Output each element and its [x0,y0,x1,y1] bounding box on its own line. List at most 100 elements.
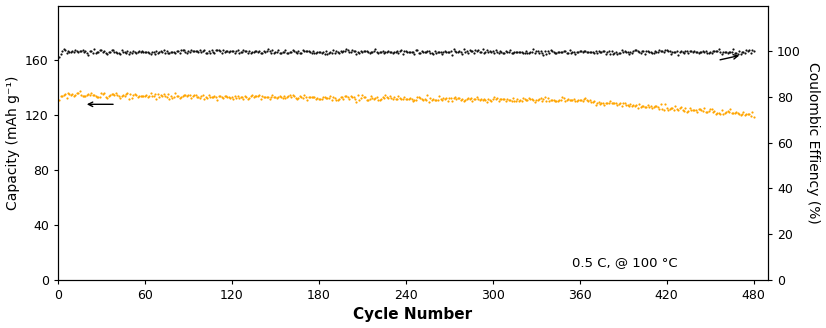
Point [699,109,712,114]
Point [451,50,464,55]
Point [224,49,237,54]
Point [399,96,412,102]
Point [212,47,225,52]
Point [199,94,212,100]
Point [681,110,694,115]
Point [714,50,727,55]
Point [733,112,746,117]
Point [122,51,135,56]
Point [209,47,222,52]
Point [243,49,256,54]
Point [382,49,395,54]
Point [182,48,195,53]
Point [499,48,512,53]
Point [292,48,305,53]
Point [643,104,656,110]
Point [324,49,337,54]
Point [368,49,381,54]
Point [328,51,341,56]
Point [124,49,137,54]
Point [660,106,673,111]
Point [293,93,306,98]
Point [360,48,373,53]
Point [416,50,430,55]
Point [126,49,140,54]
Point [653,47,666,52]
Point [677,51,691,56]
Point [508,98,521,103]
Point [553,97,566,102]
Point [403,95,416,101]
Point [715,51,729,57]
Point [621,50,634,55]
Point [341,94,354,100]
Point [696,48,710,53]
Point [285,50,298,55]
Point [431,98,444,103]
Point [551,98,564,104]
Point [178,93,191,98]
Point [648,103,662,109]
Point [673,105,686,110]
Point [101,51,114,57]
Point [237,47,250,52]
Point [232,50,245,55]
Point [412,95,425,100]
Point [240,49,253,54]
Point [729,109,743,114]
Point [576,98,589,104]
Point [396,51,410,57]
Point [283,92,297,98]
Point [379,92,392,98]
Point [424,95,437,100]
Point [640,105,653,110]
Point [222,49,235,54]
Point [393,48,406,53]
Point [616,100,629,105]
Point [202,48,216,53]
Point [137,50,150,55]
Point [326,94,339,100]
Point [714,111,727,116]
Point [445,52,458,57]
Point [349,48,362,53]
Point [276,95,289,100]
Point [622,103,635,108]
Point [698,105,711,111]
Point [498,96,511,101]
Point [74,92,88,97]
Point [69,48,82,53]
Point [186,93,199,99]
Point [291,96,304,101]
Point [477,50,491,55]
Point [439,49,453,54]
Point [704,107,717,112]
Point [483,49,496,54]
Point [356,49,369,54]
Point [70,48,83,53]
Point [451,95,464,100]
Point [447,47,460,52]
Point [244,93,257,98]
Point [472,97,485,102]
Point [67,93,80,99]
Point [147,50,160,55]
Point [320,95,333,101]
Point [602,100,615,105]
Point [78,93,91,98]
Point [706,48,719,53]
Point [159,51,172,56]
Point [675,49,688,54]
Point [577,97,591,102]
Point [205,47,218,52]
Point [421,48,434,53]
Point [539,98,553,103]
Point [124,92,137,97]
Point [460,48,473,53]
Point [339,93,353,98]
Point [737,50,750,55]
Point [138,50,151,55]
Point [55,94,68,99]
Point [719,110,733,115]
Y-axis label: Capacity (mAh g⁻¹): Capacity (mAh g⁻¹) [6,75,20,210]
